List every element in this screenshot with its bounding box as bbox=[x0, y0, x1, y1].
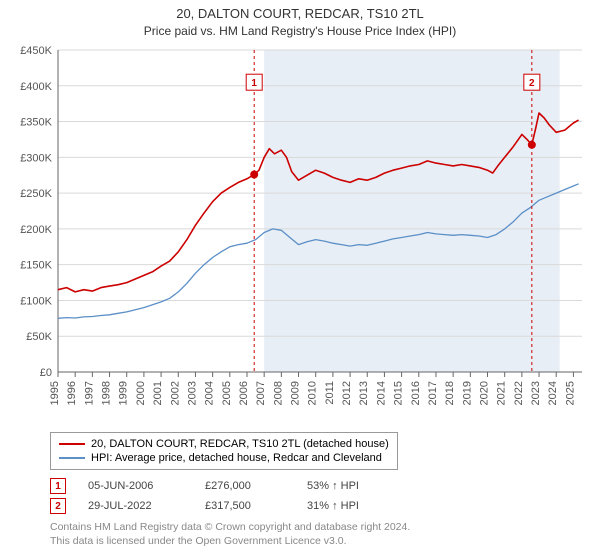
legend-item: HPI: Average price, detached house, Redc… bbox=[59, 451, 389, 465]
svg-text:2022: 2022 bbox=[513, 381, 525, 405]
svg-text:2003: 2003 bbox=[186, 381, 198, 405]
svg-text:2021: 2021 bbox=[496, 381, 508, 405]
svg-text:£450K: £450K bbox=[20, 45, 52, 57]
svg-text:2013: 2013 bbox=[358, 381, 370, 405]
svg-text:1995: 1995 bbox=[49, 381, 61, 405]
svg-text:£300K: £300K bbox=[20, 152, 52, 164]
svg-text:2024: 2024 bbox=[547, 381, 559, 405]
svg-text:2016: 2016 bbox=[410, 381, 422, 405]
svg-text:2005: 2005 bbox=[221, 381, 233, 405]
legend: 20, DALTON COURT, REDCAR, TS10 2TL (deta… bbox=[50, 432, 398, 470]
chart-area: £0 £50K £100K £150K £200K £250K £300K £350K £400… bbox=[10, 42, 590, 422]
svg-text:£100K: £100K bbox=[20, 295, 52, 307]
svg-text:1: 1 bbox=[251, 78, 257, 89]
svg-text:2008: 2008 bbox=[272, 381, 284, 405]
svg-text:2019: 2019 bbox=[461, 381, 473, 405]
sale-rows: 1 05-JUN-2006 £276,000 53% ↑ HPI 2 29-JUL-202… bbox=[50, 476, 387, 516]
svg-text:2011: 2011 bbox=[324, 381, 336, 405]
svg-text:£150K: £150K bbox=[20, 260, 52, 272]
svg-text:2025: 2025 bbox=[564, 381, 576, 405]
sale-marker: 1 bbox=[50, 478, 66, 494]
sale-marker: 2 bbox=[50, 498, 66, 514]
title-block: 20, DALTON COURT, REDCAR, TS10 2TL Price… bbox=[0, 0, 600, 38]
legend-item: 20, DALTON COURT, REDCAR, TS10 2TL (deta… bbox=[59, 437, 389, 451]
svg-text:£400K: £400K bbox=[20, 81, 52, 93]
svg-text:2020: 2020 bbox=[479, 381, 491, 405]
legend-swatch bbox=[59, 457, 85, 459]
sale-price: £276,000 bbox=[205, 480, 285, 492]
svg-text:2: 2 bbox=[529, 78, 535, 89]
sale-date: 29-JUL-2022 bbox=[88, 500, 183, 512]
svg-text:2009: 2009 bbox=[290, 381, 302, 405]
svg-text:2014: 2014 bbox=[375, 381, 387, 405]
title-main: 20, DALTON COURT, REDCAR, TS10 2TL bbox=[0, 6, 600, 21]
svg-text:1999: 1999 bbox=[118, 381, 130, 405]
svg-text:£200K: £200K bbox=[20, 224, 52, 236]
svg-text:1997: 1997 bbox=[83, 381, 95, 405]
sale-pct: 31% ↑ HPI bbox=[307, 500, 387, 512]
sale-row: 1 05-JUN-2006 £276,000 53% ↑ HPI bbox=[50, 476, 387, 496]
sale-row: 2 29-JUL-2022 £317,500 31% ↑ HPI bbox=[50, 496, 387, 516]
chart-container: 20, DALTON COURT, REDCAR, TS10 2TL Price… bbox=[0, 0, 600, 560]
svg-text:2006: 2006 bbox=[238, 381, 250, 405]
svg-text:2023: 2023 bbox=[530, 381, 542, 405]
svg-text:2000: 2000 bbox=[135, 381, 147, 405]
title-sub: Price paid vs. HM Land Registry's House … bbox=[0, 24, 600, 38]
legend-swatch bbox=[59, 443, 85, 445]
footer-line-1: Contains HM Land Registry data © Crown c… bbox=[50, 520, 410, 534]
svg-text:2010: 2010 bbox=[307, 381, 319, 405]
svg-text:2001: 2001 bbox=[152, 381, 164, 405]
svg-text:2018: 2018 bbox=[444, 381, 456, 405]
legend-label: HPI: Average price, detached house, Redc… bbox=[91, 452, 382, 464]
sale-price: £317,500 bbox=[205, 500, 285, 512]
svg-text:2007: 2007 bbox=[255, 381, 267, 405]
svg-text:£0: £0 bbox=[40, 367, 52, 379]
svg-text:2015: 2015 bbox=[393, 381, 405, 405]
svg-text:2012: 2012 bbox=[341, 381, 353, 405]
svg-text:£350K: £350K bbox=[20, 117, 52, 129]
sale-pct: 53% ↑ HPI bbox=[307, 480, 387, 492]
chart-svg: £0 £50K £100K £150K £200K £250K £300K £350K £400… bbox=[10, 42, 590, 422]
legend-label: 20, DALTON COURT, REDCAR, TS10 2TL (deta… bbox=[91, 438, 389, 450]
svg-text:2004: 2004 bbox=[204, 381, 216, 405]
svg-text:2002: 2002 bbox=[169, 381, 181, 405]
svg-text:2017: 2017 bbox=[427, 381, 439, 405]
sale-date: 05-JUN-2006 bbox=[88, 480, 183, 492]
svg-text:1996: 1996 bbox=[66, 381, 78, 405]
svg-text:£250K: £250K bbox=[20, 188, 52, 200]
footer-line-2: This data is licensed under the Open Gov… bbox=[50, 534, 410, 548]
svg-text:1998: 1998 bbox=[101, 381, 113, 405]
svg-text:£50K: £50K bbox=[26, 331, 52, 343]
footer-note: Contains HM Land Registry data © Crown c… bbox=[50, 520, 410, 548]
